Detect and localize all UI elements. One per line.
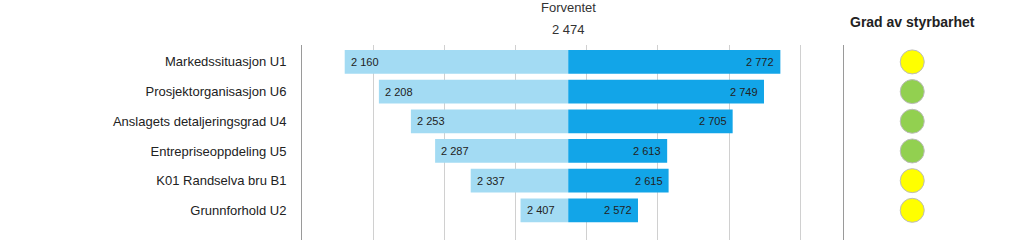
svg-text:Grunnforhold U2: Grunnforhold U2 — [190, 203, 286, 218]
svg-text:Entrepriseoppdeling U5: Entrepriseoppdeling U5 — [151, 144, 287, 159]
svg-text:2 253: 2 253 — [417, 115, 445, 127]
svg-text:2 407: 2 407 — [527, 204, 555, 216]
svg-text:Prosjektorganisasjon U6: Prosjektorganisasjon U6 — [145, 84, 286, 99]
svg-text:2 749: 2 749 — [730, 86, 758, 98]
svg-text:Markedssituasjon U1: Markedssituasjon U1 — [165, 54, 286, 69]
svg-text:2 772: 2 772 — [746, 56, 774, 68]
svg-text:2 474: 2 474 — [552, 22, 585, 37]
svg-text:2 287: 2 287 — [441, 145, 469, 157]
svg-text:Anslagets detaljeringsgrad U4: Anslagets detaljeringsgrad U4 — [113, 114, 286, 129]
svg-text:2 160: 2 160 — [351, 56, 379, 68]
svg-text:Forventet: Forventet — [541, 0, 596, 15]
svg-text:2 572: 2 572 — [604, 204, 632, 216]
svg-text:2 615: 2 615 — [635, 175, 663, 187]
svg-text:Grad av styrbarhet: Grad av styrbarhet — [850, 14, 975, 30]
svg-text:2 705: 2 705 — [699, 115, 727, 127]
svg-text:K01 Randselva bru B1: K01 Randselva bru B1 — [156, 173, 286, 188]
svg-text:2 337: 2 337 — [477, 175, 505, 187]
svg-text:2 208: 2 208 — [385, 86, 413, 98]
svg-text:2 613: 2 613 — [633, 145, 661, 157]
